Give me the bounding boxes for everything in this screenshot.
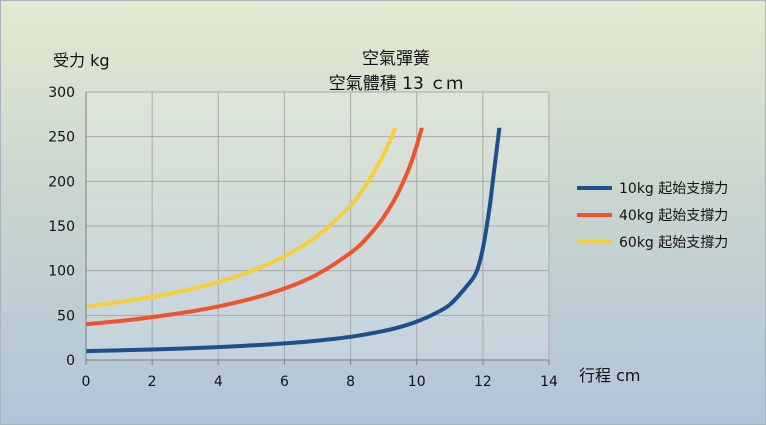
y-tick-label: 200 [48, 174, 75, 190]
y-axis-label: 受力 kg [53, 51, 110, 70]
series-group [86, 127, 502, 354]
x-axis-label: 行程 cm [579, 366, 640, 385]
x-tick-label: 4 [214, 374, 223, 390]
legend-label-2: 40kg 起始支撐力 [619, 208, 728, 224]
x-tick-label: 12 [474, 374, 492, 390]
series-line-1 [86, 127, 502, 354]
y-tick-label: 300 [48, 85, 75, 101]
series-line-3 [86, 127, 398, 309]
y-tick-label: 0 [66, 353, 75, 369]
legend-label-3: 60kg 起始支撐力 [619, 235, 728, 251]
x-tick-label: 10 [408, 374, 426, 390]
y-tick-label: 250 [48, 130, 75, 146]
x-tick-label: 14 [540, 374, 558, 390]
x-tick-label: 0 [82, 374, 91, 390]
chart-title-line1: 空氣彈簧 [362, 49, 430, 69]
x-tick-label: 8 [346, 374, 355, 390]
y-tick-label: 100 [48, 264, 75, 280]
x-tick-label: 2 [148, 374, 157, 390]
axes: 0 50 100 150 200 250 300 0 2 4 6 8 10 12 14 [48, 85, 558, 390]
grid [86, 91, 550, 361]
y-tick-label: 50 [57, 308, 75, 324]
y-tick-label: 150 [48, 219, 75, 235]
legend-label-1: 10kg 起始支撐力 [619, 181, 728, 197]
series-line-2 [86, 127, 424, 327]
legend: 10kg 起始支撐力 40kg 起始支撐力 60kg 起始支撐力 [577, 181, 728, 251]
x-tick-label: 6 [280, 374, 289, 390]
chart-title-line2: 空氣體積 13 ｃｍ [329, 74, 463, 94]
